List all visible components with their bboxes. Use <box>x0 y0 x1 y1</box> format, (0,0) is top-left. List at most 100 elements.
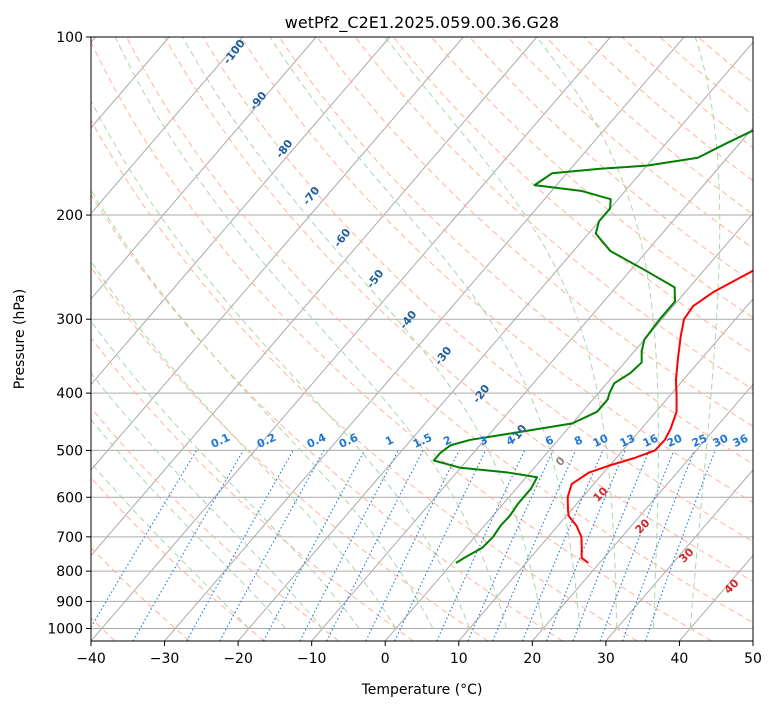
y-tick-label: 400 <box>56 386 83 402</box>
dry-adiabat-line <box>91 266 489 641</box>
mixing-ratio-label: 36 <box>731 432 751 450</box>
mixing-ratio-line <box>132 450 244 641</box>
mixing-ratio-label: 0.4 <box>305 431 328 451</box>
y-tick-label: 600 <box>56 490 83 506</box>
mixing-ratio-label: 25 <box>690 432 709 450</box>
moist-adiabat-line <box>91 372 323 629</box>
mixing-ratio-line <box>326 450 424 641</box>
x-tick-label: 30 <box>597 651 615 667</box>
mixing-ratio-line <box>521 450 604 641</box>
mixing-ratio-line <box>219 450 325 641</box>
x-tick-label: 40 <box>671 651 689 667</box>
mixing-ratio-label: 16 <box>641 432 661 450</box>
chart-title: wetPf2_C2E1.2025.059.00.36.G28 <box>285 13 559 33</box>
y-tick-label: 500 <box>56 443 83 459</box>
mixing-ratio-label: 0.6 <box>337 431 360 451</box>
isotherm-line <box>91 37 317 300</box>
moist-adiabat-line <box>689 37 721 629</box>
y-axis-label: Pressure (hPa) <box>12 289 28 389</box>
plot-frame <box>90 36 754 642</box>
dry-adiabat-line <box>91 337 414 641</box>
y-tick-label: 1000 <box>47 621 83 637</box>
isotherm-line <box>91 37 538 557</box>
dry-adiabat-line <box>91 476 265 641</box>
isotherm-line <box>531 383 753 641</box>
isotherm-line <box>384 212 753 641</box>
isotherm-line <box>91 37 464 471</box>
mixing-ratio-line <box>599 450 675 641</box>
moist-adiabat-line <box>536 37 659 629</box>
mixing-ratio-line <box>644 450 716 641</box>
mixing-ratio-label: 8 <box>572 433 584 448</box>
y-tick-label: 200 <box>56 208 83 224</box>
isotherm-line <box>91 37 244 215</box>
moist-adiabat-line <box>182 37 544 629</box>
y-tick-label: 900 <box>56 594 83 610</box>
mixing-ratio-label: 20 <box>665 432 685 450</box>
mixing-ratio-label: 0.2 <box>255 431 278 451</box>
mixing-ratio-label: 2 <box>441 433 453 448</box>
isotherm-line <box>164 37 685 641</box>
mixing-ratio-line <box>365 450 460 641</box>
dry-adiabat-line <box>431 37 753 319</box>
dry-adiabat-label: 30 <box>677 545 697 565</box>
moist-adiabat-line <box>269 37 581 629</box>
dry-adiabat-line <box>545 37 753 215</box>
dry-adiabat-line <box>469 37 753 284</box>
x-tick-label: 50 <box>744 651 762 667</box>
mixing-ratio-line <box>622 450 695 641</box>
dry-adiabat-line <box>392 37 753 354</box>
mixing-ratio-label: 30 <box>711 432 731 450</box>
x-tick-label: 20 <box>523 651 541 667</box>
mixing-ratio-label: 6 <box>543 433 556 448</box>
moist-adiabat-label: -80 <box>273 137 296 161</box>
temperature-profile-line <box>566 269 753 564</box>
isotherm-line <box>605 469 753 641</box>
moist-adiabat-label: -30 <box>432 344 455 368</box>
dry-adiabat-line <box>507 37 753 249</box>
moist-adiabat-line <box>114 37 507 629</box>
x-tick-label: −30 <box>150 651 180 667</box>
dry-adiabat-line <box>240 37 753 503</box>
mixing-ratio-line <box>467 450 554 641</box>
dry-adiabat-line <box>164 37 753 583</box>
mixing-ratio-label: 10 <box>591 432 611 450</box>
mixing-ratio-line <box>492 450 577 641</box>
moist-adiabat-label: -60 <box>331 226 354 250</box>
dry-adiabat-label: 40 <box>722 576 742 596</box>
dewpoint-profile-line <box>432 129 753 564</box>
mixing-ratio-label: 1 <box>383 433 395 448</box>
moist-adiabat-label: -20 <box>470 382 493 406</box>
isotherm-line <box>237 41 753 641</box>
dry-adiabat-line <box>697 37 753 84</box>
isotherm-line <box>311 127 753 641</box>
moist-adiabat-label: -40 <box>397 308 420 332</box>
isotherm-line <box>91 37 611 641</box>
plot-area: -100-90-80-70-60-50-40-30-20-10010203040… <box>47 30 762 667</box>
mixing-ratio-line <box>546 450 626 641</box>
y-tick-label: 700 <box>56 530 83 546</box>
dry-adiabat-line <box>126 37 753 623</box>
x-tick-label: −20 <box>223 651 253 667</box>
moist-adiabat-line <box>91 419 287 629</box>
dry-adiabat-line <box>316 37 753 428</box>
mixing-ratio-label: 13 <box>618 432 637 450</box>
isotherm-line <box>458 298 753 641</box>
x-tick-label: −10 <box>297 651 327 667</box>
moist-adiabat-line <box>384 37 618 629</box>
dry-adiabat-line <box>91 119 638 641</box>
dry-adiabat-line <box>278 37 753 465</box>
x-axis-label: Temperature (°C) <box>361 682 483 698</box>
mixing-ratio-line <box>572 450 650 641</box>
moist-adiabat-line <box>91 260 397 629</box>
x-tick-label: −40 <box>76 651 106 667</box>
y-tick-label: 800 <box>56 564 83 580</box>
y-tick-label: 100 <box>56 30 83 46</box>
dry-adiabat-line <box>583 37 753 182</box>
dry-adiabat-line <box>202 37 753 543</box>
dry-adiabat-label: 20 <box>633 516 653 536</box>
mixing-ratio-label: 0.1 <box>209 431 232 451</box>
y-tick-label: 300 <box>56 312 83 328</box>
mixing-ratio-line <box>263 450 366 641</box>
